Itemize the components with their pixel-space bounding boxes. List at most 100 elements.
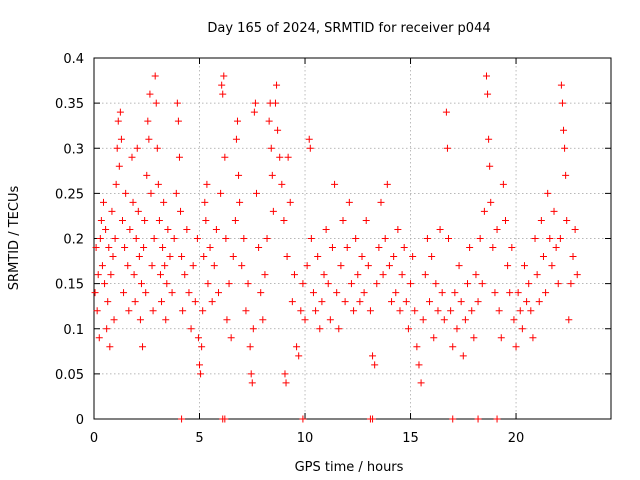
data-point [122,189,130,197]
data-point [394,225,402,233]
data-point [356,298,364,306]
data-point [561,144,569,152]
data-point [484,90,492,98]
data-point [364,262,372,270]
data-point [166,253,174,261]
data-point [531,235,539,242]
y-tick-label: 0 [76,413,84,428]
data-point [97,216,105,224]
baseline-marker [449,415,457,423]
baseline-marker [221,415,229,423]
data-point [200,253,208,261]
y-tick-label: 0.2 [63,233,84,248]
data-point [131,298,139,306]
data-point [320,271,328,279]
data-point [170,235,178,242]
data-point [314,253,322,261]
data-point [491,289,499,297]
data-point [219,90,227,98]
data-point [396,307,404,315]
data-point [419,316,427,324]
data-point [309,289,317,297]
data-point [104,298,112,306]
data-point [510,316,518,324]
data-point [335,325,343,333]
data-point [525,280,533,288]
data-point [132,235,140,242]
data-point [282,379,290,387]
data-point [301,316,309,324]
data-point [558,99,566,107]
data-point [203,180,211,188]
data-point [267,144,275,152]
data-point [113,144,121,152]
data-point [175,153,183,161]
data-point [240,235,248,242]
data-point [508,244,516,252]
data-point [432,280,440,288]
data-point [466,244,474,252]
data-point [274,126,282,134]
data-point [197,370,205,378]
data-point [233,117,241,125]
data-point [179,307,187,315]
data-point [284,153,292,161]
data-point [497,334,505,342]
data-point [98,262,106,270]
data-point [126,225,134,233]
data-point [556,235,564,242]
data-point [411,307,419,315]
data-point [174,117,182,125]
data-point [499,180,507,188]
data-point [238,262,246,270]
data-point [96,235,104,242]
data-point [398,271,406,279]
data-point [185,289,193,297]
data-point [242,307,250,315]
data-point [569,253,577,261]
data-point [546,235,554,242]
data-point [95,334,103,342]
data-point [193,235,201,242]
data-point [486,162,494,170]
baseline-marker [299,415,307,423]
data-point [183,225,191,233]
data-point [375,244,383,252]
data-point [476,235,484,242]
data-point [400,244,408,252]
data-point [261,271,269,279]
data-point [152,99,160,107]
baseline-marker [474,415,482,423]
data-point [145,135,153,143]
data-point [516,307,524,315]
data-point [221,153,229,161]
data-point [474,298,482,306]
data-point [360,289,368,297]
y-tick-label: 0.05 [55,368,84,383]
data-point [149,307,157,315]
data-point [141,216,149,224]
data-point [93,307,101,315]
data-point [251,99,259,107]
data-point [156,271,164,279]
data-point [373,280,381,288]
data-point [225,280,233,288]
data-point [306,144,314,152]
data-point [341,298,349,306]
data-point [350,307,358,315]
data-point [271,99,279,107]
data-point [478,280,486,288]
data-point [438,289,446,297]
data-point [567,280,575,288]
data-point [158,298,166,306]
data-point [442,108,450,116]
data-point [278,180,286,188]
data-point [232,135,240,143]
data-point [227,334,235,342]
data-point [142,289,150,297]
data-point [133,144,141,152]
data-point [151,72,159,80]
data-point [552,244,560,252]
data-point [501,216,509,224]
